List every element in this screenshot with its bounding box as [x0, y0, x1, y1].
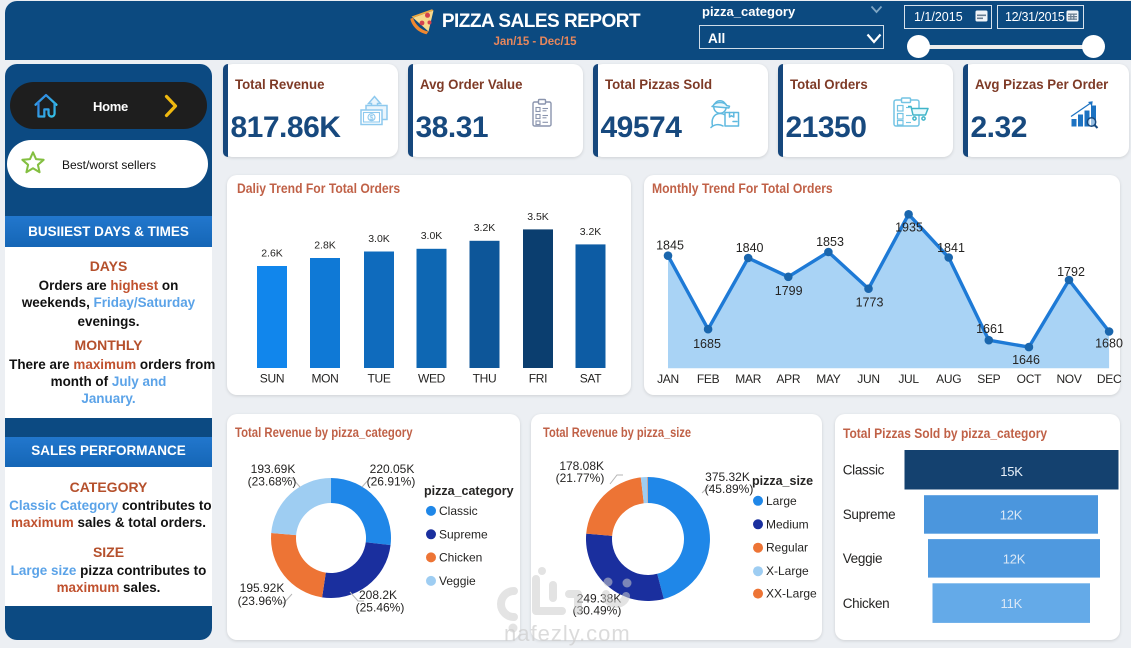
svg-text:(23.96%): (23.96%)	[238, 594, 287, 608]
svg-text:pizza_size: pizza_size	[752, 474, 813, 488]
svg-text:X-Large: X-Large	[766, 564, 809, 578]
svg-text:Regular: Regular	[766, 541, 808, 555]
svg-text:SAT: SAT	[580, 372, 603, 386]
svg-text:JAN: JAN	[657, 372, 679, 386]
svg-text:1646: 1646	[1012, 353, 1040, 367]
svg-text:(23.68%): (23.68%)	[248, 475, 297, 489]
svg-text:APR: APR	[776, 372, 800, 386]
svg-text:208.2K: 208.2K	[359, 588, 397, 602]
svg-text:3.0K: 3.0K	[421, 230, 443, 242]
svg-text:375.32K: 375.32K	[705, 470, 750, 484]
svg-text:JUL: JUL	[898, 372, 919, 386]
svg-text:12K: 12K	[1000, 508, 1023, 523]
svg-text:1773: 1773	[856, 296, 884, 310]
svg-text:3.5K: 3.5K	[527, 211, 549, 223]
svg-text:FEB: FEB	[697, 372, 720, 386]
svg-text:220.05K: 220.05K	[370, 462, 415, 476]
svg-text:WED: WED	[418, 372, 446, 386]
svg-text:(25.46%): (25.46%)	[356, 601, 405, 615]
svg-text:MAR: MAR	[735, 372, 761, 386]
svg-text:JUN: JUN	[857, 372, 879, 386]
svg-text:15K: 15K	[1000, 464, 1023, 479]
svg-text:DEC: DEC	[1097, 372, 1122, 386]
svg-text:1680: 1680	[1095, 337, 1123, 351]
svg-text:NOV: NOV	[1056, 372, 1081, 386]
svg-text:Large: Large	[766, 494, 797, 508]
svg-text:2.8K: 2.8K	[314, 239, 336, 251]
svg-text:195.92K: 195.92K	[240, 581, 285, 595]
svg-text:Supreme: Supreme	[439, 527, 488, 541]
svg-text:TUE: TUE	[367, 372, 390, 386]
svg-text:3.0K: 3.0K	[368, 233, 390, 245]
svg-text:Supreme: Supreme	[843, 507, 896, 522]
svg-text:1792: 1792	[1057, 265, 1085, 279]
svg-text:XX-Large: XX-Large	[766, 587, 817, 601]
svg-text:THU: THU	[473, 372, 497, 386]
svg-text:OCT: OCT	[1017, 372, 1042, 386]
svg-text:Chicken: Chicken	[439, 550, 482, 564]
svg-text:MON: MON	[311, 372, 338, 386]
svg-text:(30.49%): (30.49%)	[573, 604, 622, 618]
svg-text:Classic: Classic	[843, 463, 885, 478]
svg-text:SEP: SEP	[977, 372, 1000, 386]
svg-text:(21.77%): (21.77%)	[556, 471, 605, 485]
svg-text:3.2K: 3.2K	[580, 226, 602, 238]
svg-text:$: $	[370, 115, 374, 122]
svg-text:Medium: Medium	[766, 517, 809, 531]
svg-text:Veggie: Veggie	[439, 574, 476, 588]
svg-text:Classic: Classic	[439, 504, 478, 518]
svg-text:1853: 1853	[816, 235, 844, 249]
svg-text:1685: 1685	[693, 337, 721, 351]
svg-text:MAY: MAY	[816, 372, 841, 386]
svg-text:Chicken: Chicken	[843, 596, 890, 611]
svg-text:12K: 12K	[1003, 551, 1026, 566]
svg-text:(26.91%): (26.91%)	[367, 475, 416, 489]
svg-text:nafezly.com: nafezly.com	[504, 621, 631, 646]
svg-text:3.2K: 3.2K	[474, 222, 496, 234]
svg-text:2.6K: 2.6K	[261, 247, 283, 259]
svg-text:pizza_category: pizza_category	[424, 484, 514, 498]
svg-text:11K: 11K	[1001, 596, 1023, 611]
svg-text:Veggie: Veggie	[843, 551, 883, 566]
svg-text:193.69K: 193.69K	[251, 462, 296, 476]
svg-text:(45.89%): (45.89%)	[705, 482, 754, 496]
svg-text:1799: 1799	[775, 284, 803, 298]
svg-text:AUG: AUG	[936, 372, 961, 386]
svg-text:1845: 1845	[656, 239, 684, 253]
svg-text:SUN: SUN	[260, 372, 284, 386]
svg-text:178.08K: 178.08K	[559, 459, 604, 473]
svg-text:1661: 1661	[976, 322, 1004, 336]
svg-text:1841: 1841	[937, 241, 965, 255]
svg-text:1935: 1935	[895, 221, 923, 235]
svg-text:FRI: FRI	[529, 372, 547, 386]
svg-text:1840: 1840	[736, 241, 764, 255]
